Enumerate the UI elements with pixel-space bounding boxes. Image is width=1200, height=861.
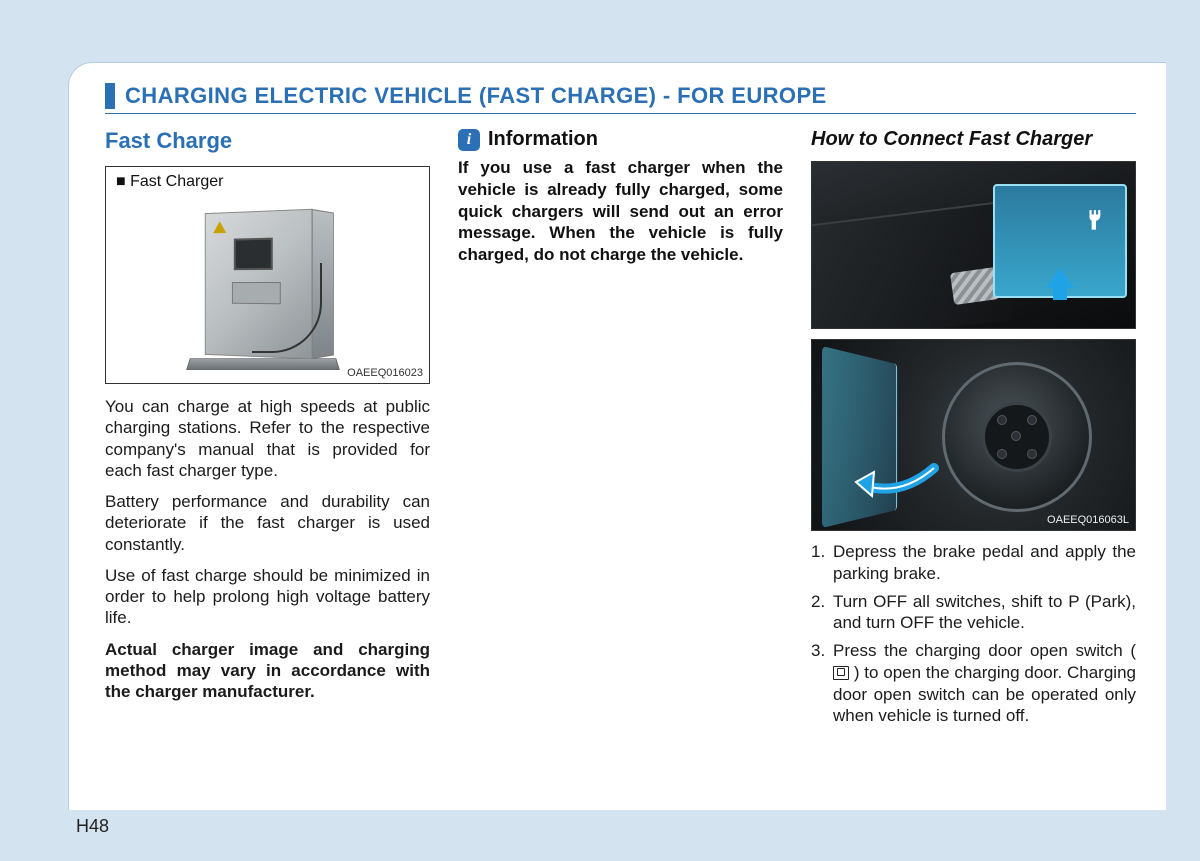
socket-pins <box>993 413 1041 461</box>
steps-list: Depress the brake pedal and apply the pa… <box>811 541 1136 727</box>
up-arrow-icon <box>1046 268 1074 288</box>
info-text: If you use a fast charger when the vehic… <box>458 157 783 266</box>
paragraph: Use of fast charge should be minimized i… <box>105 565 430 629</box>
charging-door-switch-icon <box>833 666 849 680</box>
header-accent-block <box>105 83 115 109</box>
fast-charge-heading: Fast Charge <box>105 128 430 154</box>
charging-port-socket <box>982 402 1052 472</box>
page-title: CHARGING ELECTRIC VEHICLE (FAST CHARGE) … <box>125 83 827 109</box>
open-arrow-icon <box>852 458 942 502</box>
step-text-a: Press the charging door open switch ( <box>833 641 1136 660</box>
page-header: CHARGING ELECTRIC VEHICLE (FAST CHARGE) … <box>105 83 1136 114</box>
figure-code: OAEEQ016063L <box>1047 514 1129 526</box>
charger-illustration-base <box>186 358 340 370</box>
content-columns: Fast Charge Fast Charger OAEEQ016023 You… <box>105 128 1136 733</box>
info-heading-row: i Information <box>458 128 783 151</box>
step-text-b: ) to open the charging door. Charging do… <box>833 663 1136 726</box>
figure-fast-charger: Fast Charger OAEEQ016023 <box>105 166 430 384</box>
step-item: Turn OFF all switches, shift to P (Park)… <box>811 591 1136 635</box>
step-item: Depress the brake pedal and apply the pa… <box>811 541 1136 585</box>
plug-icon <box>1083 208 1109 242</box>
interior-console <box>812 200 1012 329</box>
column-information: i Information If you use a fast charger … <box>458 128 783 733</box>
paragraph-emphasis: Actual charger image and charging method… <box>105 639 430 703</box>
figure-interior-switch <box>811 161 1136 329</box>
warning-triangle-icon <box>213 221 226 233</box>
column-how-to-connect: How to Connect Fast Charger <box>811 128 1136 733</box>
paragraph: Battery performance and durability can d… <box>105 491 430 555</box>
figure-caption: Fast Charger <box>116 173 223 191</box>
figure-charging-port: OAEEQ016063L <box>811 339 1136 531</box>
info-icon: i <box>458 129 480 151</box>
manual-page: CHARGING ELECTRIC VEHICLE (FAST CHARGE) … <box>68 62 1166 810</box>
figure-code: OAEEQ016023 <box>347 367 423 379</box>
paragraph: You can charge at high speeds at public … <box>105 396 430 481</box>
page-number: H48 <box>76 816 109 837</box>
how-to-heading: How to Connect Fast Charger <box>811 128 1136 151</box>
step-item: Press the charging door open switch ( ) … <box>811 640 1136 727</box>
column-fast-charge: Fast Charge Fast Charger OAEEQ016023 You… <box>105 128 430 733</box>
charging-port-ring <box>942 362 1092 512</box>
inset-switch-panel <box>993 184 1127 298</box>
info-title: Information <box>488 128 598 151</box>
